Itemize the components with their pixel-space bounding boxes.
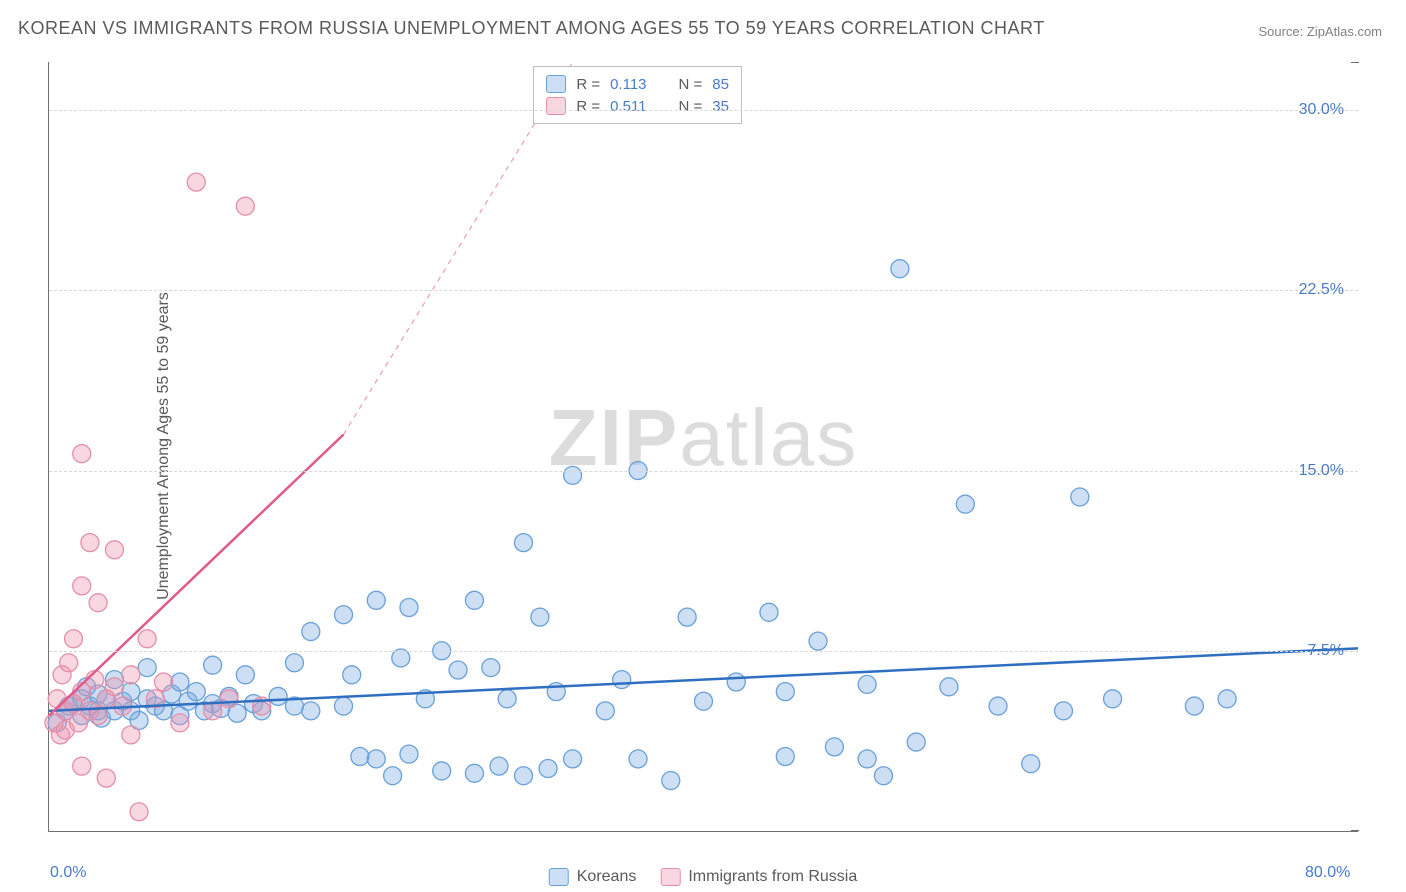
chart-title: KOREAN VS IMMIGRANTS FROM RUSSIA UNEMPLO… bbox=[18, 18, 1045, 39]
correlation-legend-row-russia: R = 0.511 N = 35 bbox=[546, 95, 729, 117]
swatch-russia bbox=[546, 97, 566, 115]
x-tick-right: 80.0% bbox=[1305, 864, 1350, 882]
y-tick-label: 15.0% bbox=[1299, 462, 1344, 480]
correlation-legend: R = 0.113 N = 85 R = 0.511 N = 35 bbox=[533, 66, 742, 124]
n-label: N = bbox=[679, 76, 703, 93]
plot-area: ZIPatlas R = 0.113 N = 85 R = 0.511 N = … bbox=[48, 62, 1358, 832]
source-label: Source: ZipAtlas.com bbox=[1258, 24, 1382, 39]
r-value-russia: 0.511 bbox=[610, 98, 646, 115]
plot-svg bbox=[49, 62, 1358, 831]
n-value-russia: 35 bbox=[712, 98, 729, 115]
legend-label-russia: Immigrants from Russia bbox=[688, 868, 857, 886]
swatch-koreans-bottom bbox=[549, 868, 569, 886]
legend-item-russia: Immigrants from Russia bbox=[660, 868, 857, 886]
legend-label-koreans: Koreans bbox=[577, 868, 637, 886]
r-value-koreans: 0.113 bbox=[610, 76, 646, 93]
r-label: R = bbox=[576, 76, 600, 93]
y-tick-label: 30.0% bbox=[1299, 101, 1344, 119]
series-legend: Koreans Immigrants from Russia bbox=[549, 868, 858, 886]
swatch-russia-bottom bbox=[660, 868, 680, 886]
x-tick-left: 0.0% bbox=[50, 864, 86, 882]
y-tick-label: 7.5% bbox=[1308, 642, 1344, 660]
n-value-koreans: 85 bbox=[712, 76, 729, 93]
legend-item-koreans: Koreans bbox=[549, 868, 637, 886]
r-label: R = bbox=[576, 98, 600, 115]
n-label: N = bbox=[679, 98, 703, 115]
y-tick-label: 22.5% bbox=[1299, 281, 1344, 299]
swatch-koreans bbox=[546, 75, 566, 93]
correlation-legend-row-koreans: R = 0.113 N = 85 bbox=[546, 73, 729, 95]
